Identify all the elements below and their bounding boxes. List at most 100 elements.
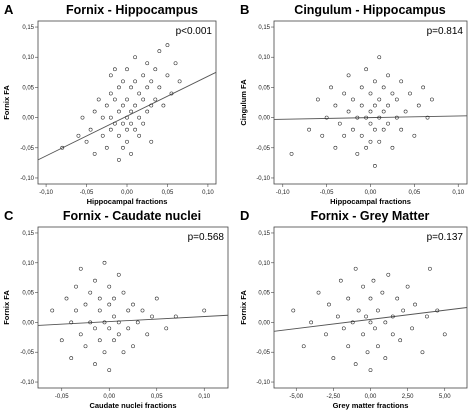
- y-tick-label: -0,05: [256, 146, 270, 152]
- y-tick-label: 0,15: [22, 25, 34, 31]
- data-point: [368, 296, 373, 301]
- y-axis-label: Fornix FA: [239, 290, 248, 325]
- data-point: [154, 296, 159, 301]
- data-point: [129, 151, 133, 156]
- data-point: [93, 278, 97, 283]
- data-point: [108, 91, 113, 96]
- data-point: [355, 115, 360, 120]
- data-point: [331, 356, 336, 361]
- data-point: [364, 145, 368, 150]
- data-point: [140, 308, 145, 313]
- data-point: [353, 266, 358, 271]
- data-point: [401, 308, 406, 313]
- data-point: [364, 115, 368, 120]
- x-tick-label: -0,05: [320, 190, 334, 196]
- data-point: [356, 308, 361, 313]
- data-point: [150, 314, 154, 319]
- data-point: [301, 344, 306, 349]
- x-tick-label: 0,10: [452, 190, 464, 196]
- data-point: [350, 320, 355, 325]
- data-point: [64, 296, 69, 301]
- data-point: [412, 133, 417, 138]
- data-point: [307, 127, 311, 132]
- x-tick-label: 0,00: [121, 190, 133, 196]
- data-point: [145, 61, 150, 66]
- data-point: [338, 278, 343, 283]
- y-axis-label: Cingulum FA: [239, 79, 248, 126]
- data-point: [381, 85, 386, 90]
- data-point: [169, 91, 174, 96]
- data-point: [324, 115, 329, 120]
- data-point: [368, 91, 373, 96]
- data-point: [368, 109, 373, 114]
- data-point: [84, 139, 89, 144]
- data-point: [289, 151, 294, 156]
- data-point: [133, 79, 137, 84]
- data-point: [337, 121, 342, 126]
- data-point: [408, 91, 412, 96]
- data-point: [116, 272, 121, 277]
- y-tick-label: 0,05: [258, 85, 270, 91]
- data-point: [425, 314, 429, 319]
- data-point: [364, 314, 368, 319]
- x-tick-label: 2,50: [402, 394, 414, 400]
- data-point: [381, 127, 386, 132]
- data-point: [395, 296, 400, 301]
- data-point: [165, 73, 170, 78]
- data-point: [107, 368, 112, 372]
- data-point: [376, 344, 380, 349]
- data-point: [386, 103, 390, 108]
- data-point: [121, 350, 126, 355]
- data-point: [149, 139, 154, 144]
- data-point: [435, 308, 440, 313]
- x-tick-label: -0,10: [276, 190, 290, 196]
- data-point: [133, 55, 137, 60]
- data-point: [129, 121, 133, 126]
- data-point: [108, 115, 113, 120]
- data-point: [164, 326, 169, 331]
- data-point: [74, 308, 78, 313]
- data-point: [346, 73, 351, 78]
- data-point: [125, 127, 129, 132]
- data-point: [74, 284, 78, 289]
- data-point: [69, 320, 74, 325]
- y-tick-label: -0,10: [256, 176, 270, 182]
- data-point: [173, 314, 178, 319]
- data-point: [100, 115, 105, 120]
- panel-title: Cingulum - Hippocampus: [294, 3, 445, 17]
- panel-title: Fornix - Grey Matter: [311, 209, 430, 223]
- data-point: [92, 151, 97, 156]
- data-point: [78, 332, 83, 337]
- data-point: [117, 157, 121, 162]
- data-point: [341, 326, 346, 331]
- data-point: [112, 67, 117, 72]
- data-point: [373, 326, 377, 331]
- data-point: [125, 115, 129, 120]
- data-point: [371, 278, 376, 283]
- p-value-annotation: p=0.568: [188, 232, 225, 243]
- data-point: [137, 133, 142, 138]
- data-point: [381, 109, 386, 114]
- data-point: [373, 103, 377, 108]
- data-point: [333, 103, 338, 108]
- data-point: [149, 103, 154, 108]
- x-tick-label: 0,10: [202, 190, 214, 196]
- data-point: [116, 332, 121, 337]
- data-point: [137, 115, 142, 120]
- y-axis-label: Fornix FA: [2, 85, 11, 120]
- data-point: [399, 79, 404, 84]
- y-tick-label: -0,05: [20, 350, 34, 356]
- data-point: [107, 326, 112, 331]
- x-tick-label: -5,00: [289, 394, 303, 400]
- data-point: [291, 308, 296, 313]
- data-point: [76, 133, 81, 138]
- data-point: [368, 368, 373, 372]
- data-point: [373, 127, 377, 132]
- data-point: [173, 61, 178, 66]
- data-point: [60, 145, 65, 150]
- regression-line: [273, 307, 468, 332]
- data-point: [80, 115, 85, 120]
- x-axis-label: Caudate nuclei fractions: [89, 401, 176, 410]
- data-point: [83, 344, 88, 349]
- data-point: [383, 320, 388, 325]
